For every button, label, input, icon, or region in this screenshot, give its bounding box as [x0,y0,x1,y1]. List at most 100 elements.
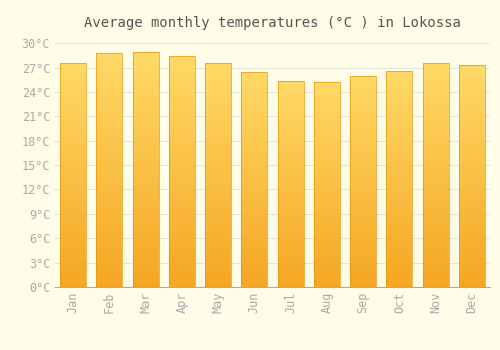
Bar [205,80,231,81]
Bar [278,284,303,285]
Bar [422,85,448,86]
Bar [422,157,448,158]
Bar [350,283,376,284]
Bar [314,96,340,97]
Bar [60,265,86,266]
Bar [422,158,448,159]
Bar [132,209,158,210]
Bar [132,207,158,208]
Bar [422,254,448,255]
Bar [422,240,448,241]
Bar [314,191,340,192]
Bar [314,125,340,126]
Bar [169,95,195,96]
Bar [422,89,448,90]
Bar [132,165,158,166]
Bar [132,193,158,194]
Bar [169,133,195,134]
Bar [132,52,158,53]
Bar [96,92,122,93]
Bar [314,120,340,121]
Bar [386,200,412,201]
Bar [350,275,376,276]
Bar [205,210,231,211]
Bar [422,119,448,120]
Bar [96,270,122,271]
Bar [242,248,268,249]
Bar [350,185,376,186]
Bar [459,69,485,70]
Bar [242,169,268,170]
Bar [314,239,340,240]
Bar [60,70,86,71]
Bar [459,82,485,83]
Bar [314,187,340,188]
Bar [60,176,86,177]
Bar [314,147,340,148]
Bar [350,125,376,126]
Bar [242,185,268,186]
Bar [132,150,158,151]
Bar [132,234,158,235]
Bar [205,248,231,250]
Bar [278,120,303,121]
Bar [96,223,122,224]
Bar [459,286,485,287]
Bar [205,170,231,171]
Bar [205,217,231,218]
Bar [422,67,448,68]
Bar [60,227,86,228]
Bar [169,117,195,118]
Bar [459,154,485,155]
Bar [96,155,122,156]
Bar [459,120,485,121]
Bar [278,90,303,91]
Bar [459,215,485,216]
Bar [169,109,195,110]
Bar [96,140,122,141]
Bar [96,259,122,260]
Bar [169,72,195,73]
Bar [205,127,231,128]
Bar [60,82,86,83]
Bar [278,106,303,107]
Bar [350,179,376,180]
Bar [96,66,122,68]
Bar [350,269,376,270]
Bar [422,265,448,266]
Bar [60,87,86,88]
Bar [169,254,195,256]
Bar [132,263,158,264]
Bar [205,104,231,105]
Bar [278,152,303,153]
Bar [169,175,195,176]
Bar [205,133,231,134]
Bar [132,114,158,116]
Bar [132,62,158,63]
Bar [350,181,376,182]
Bar [242,211,268,212]
Bar [314,240,340,241]
Bar [205,141,231,142]
Bar [205,253,231,254]
Bar [422,205,448,206]
Bar [96,98,122,99]
Bar [386,179,412,180]
Bar [96,184,122,186]
Bar [386,111,412,112]
Bar [386,181,412,182]
Bar [242,139,268,140]
Bar [278,112,303,113]
Bar [459,122,485,123]
Bar [314,138,340,139]
Bar [422,192,448,193]
Bar [422,204,448,205]
Bar [386,159,412,160]
Bar [386,224,412,225]
Bar [386,180,412,181]
Bar [422,247,448,248]
Bar [314,234,340,235]
Bar [205,261,231,262]
Bar [96,205,122,206]
Bar [132,133,158,134]
